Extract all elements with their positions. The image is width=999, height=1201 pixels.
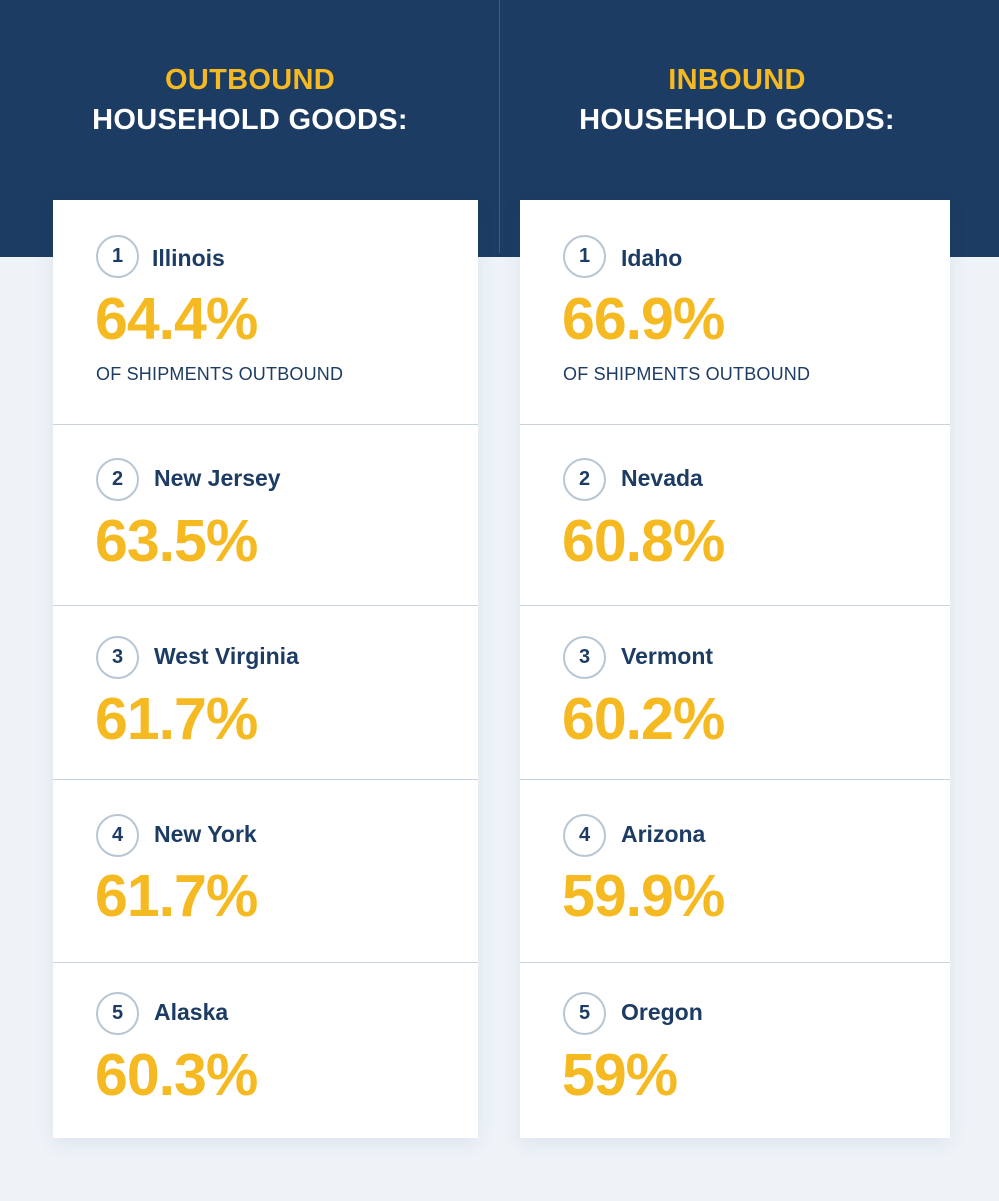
outbound-card: 1 Illinois 64.4% OF SHIPMENTS OUTBOUND 2… — [53, 200, 478, 1138]
outbound-title-accent: OUTBOUND — [165, 64, 335, 96]
inbound-row-2: 2 Nevada 60.8% — [520, 425, 950, 606]
rank-badge: 2 — [563, 458, 606, 501]
inbound-row-1: 1 Idaho 66.9% OF SHIPMENTS OUTBOUND — [520, 200, 950, 425]
percent-value: 66.9% — [562, 286, 725, 352]
inbound-title-accent: INBOUND — [668, 64, 806, 96]
outbound-title: OUTBOUND HOUSEHOLD GOODS: — [0, 60, 500, 140]
percent-note: OF SHIPMENTS OUTBOUND — [563, 364, 811, 384]
inbound-title-sub: HOUSEHOLD GOODS: — [579, 104, 895, 136]
outbound-row-4: 4 New York 61.7% — [53, 780, 478, 963]
state-name: Illinois — [152, 245, 225, 271]
percent-value: 60.2% — [562, 686, 725, 752]
inbound-row-5: 5 Oregon 59% — [520, 963, 950, 1138]
rank-badge: 5 — [96, 992, 139, 1035]
percent-value: 59% — [562, 1042, 678, 1108]
outbound-row-2: 2 New Jersey 63.5% — [53, 425, 478, 606]
state-name: Idaho — [621, 245, 683, 271]
rank-badge: 2 — [96, 458, 139, 501]
rank-badge: 3 — [563, 636, 606, 679]
inbound-card: 1 Idaho 66.9% OF SHIPMENTS OUTBOUND 2 Ne… — [520, 200, 950, 1138]
rank-badge: 4 — [563, 814, 606, 857]
header-divider — [499, 0, 500, 253]
state-name: New York — [154, 821, 257, 847]
outbound-row-3: 3 West Virginia 61.7% — [53, 606, 478, 780]
outbound-title-sub: HOUSEHOLD GOODS: — [92, 104, 408, 136]
inbound-row-4: 4 Arizona 59.9% — [520, 780, 950, 963]
state-name: West Virginia — [154, 643, 299, 669]
rank-badge: 4 — [96, 814, 139, 857]
percent-value: 61.7% — [95, 863, 258, 929]
percent-value: 63.5% — [95, 508, 258, 574]
percent-value: 60.8% — [562, 508, 725, 574]
state-name: Arizona — [621, 821, 706, 847]
rank-badge: 3 — [96, 636, 139, 679]
percent-note: OF SHIPMENTS OUTBOUND — [96, 364, 344, 384]
percent-value: 59.9% — [562, 863, 725, 929]
percent-value: 61.7% — [95, 686, 258, 752]
percent-value: 60.3% — [95, 1042, 258, 1108]
inbound-row-3: 3 Vermont 60.2% — [520, 606, 950, 780]
inbound-title: INBOUND HOUSEHOLD GOODS: — [487, 60, 987, 140]
rank-badge: 5 — [563, 992, 606, 1035]
rank-badge: 1 — [96, 235, 139, 278]
state-name: Alaska — [154, 999, 229, 1025]
state-name: New Jersey — [154, 465, 281, 491]
outbound-row-5: 5 Alaska 60.3% — [53, 963, 478, 1138]
rank-badge: 1 — [563, 235, 606, 278]
outbound-row-1: 1 Illinois 64.4% OF SHIPMENTS OUTBOUND — [53, 200, 478, 425]
state-name: Vermont — [621, 643, 714, 669]
state-name: Oregon — [621, 999, 703, 1025]
state-name: Nevada — [621, 465, 703, 491]
percent-value: 64.4% — [95, 286, 258, 352]
